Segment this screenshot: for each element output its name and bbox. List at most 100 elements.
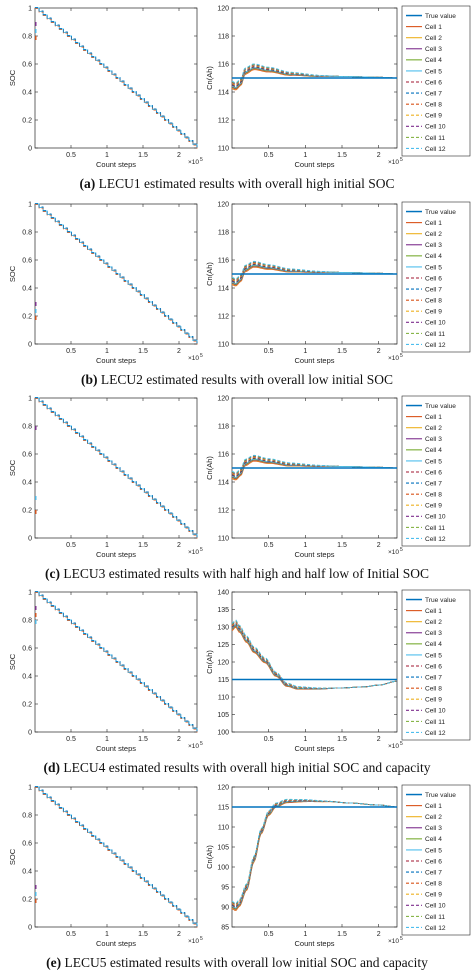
y-axis-label: SOC (8, 653, 17, 670)
y-tick-label: 114 (218, 286, 229, 293)
legend-entry-label: Cell 11 (425, 525, 445, 532)
x-exponent-power: 5 (200, 353, 203, 359)
legend-entry-label: Cell 6 (425, 858, 442, 865)
x-tick-label: 2 (377, 152, 381, 159)
legend-box (401, 395, 471, 547)
x-tick-label: 1 (303, 152, 307, 159)
caption-b: (b) LECU2 estimated results with overall… (0, 372, 474, 388)
x-axis-label: Count steps (294, 160, 334, 169)
y-tick-label: 100 (217, 865, 229, 872)
y-tick-label: 100 (217, 730, 229, 737)
y-tick-label: 116 (218, 258, 229, 265)
y-tick-label: 0.2 (22, 897, 32, 904)
legend-entry-label: Cell 6 (425, 275, 442, 282)
x-tick-label: 2 (177, 542, 181, 549)
legend-entry-label: Cell 9 (425, 697, 442, 704)
cell-11-line (231, 63, 398, 84)
legend-entry-label: Cell 10 (425, 514, 446, 521)
x-tick-label: 1.5 (337, 931, 347, 938)
legend-entry-label: Cell 1 (425, 803, 442, 810)
legend-entry-label: Cell 12 (425, 536, 446, 543)
legend-box (401, 589, 471, 741)
y-tick-label: 0.2 (22, 508, 32, 515)
y-tick-label: 135 (217, 607, 229, 614)
legend-entry-label: Cell 10 (425, 708, 446, 715)
y-tick-label: 0 (28, 342, 32, 349)
y-axis-label: SOC (8, 848, 17, 865)
legend-entry-label: Cell 11 (425, 719, 445, 726)
cell-5-line (231, 67, 398, 88)
soc-series-line (35, 786, 198, 927)
y-tick-label: 0.4 (22, 674, 32, 681)
legend-entry-label: Cell 2 (425, 35, 442, 42)
y-tick-label: 112 (218, 508, 229, 515)
y-tick-label: 125 (217, 642, 229, 649)
x-tick-label: 1.5 (138, 542, 148, 549)
y-tick-label: 0.6 (22, 841, 32, 848)
y-tick-label: 110 (218, 342, 229, 349)
legend-entry-label: Cell 9 (425, 113, 442, 120)
y-tick-label: 110 (218, 695, 229, 702)
y-tick-label: 0.4 (22, 286, 32, 293)
caption-text: LECU4 estimated results with overall hig… (60, 760, 431, 775)
x-tick-label: 1 (105, 931, 109, 938)
x-axis-label: Count steps (96, 550, 136, 559)
x-tick-label: 1.5 (138, 348, 148, 355)
y-tick-label: 1 (28, 590, 32, 597)
legend-entry-label: Cell 5 (425, 264, 442, 271)
legend-entry-label: Cell 8 (425, 492, 442, 499)
y-tick-label: 112 (218, 314, 229, 321)
legend-entry-label: Cell 4 (425, 641, 442, 648)
legend-entry-label: Cell 8 (425, 298, 442, 305)
y-tick-label: 95 (221, 885, 229, 892)
y-tick-label: 0.8 (22, 424, 32, 431)
y-tick-label: 0.6 (22, 646, 32, 653)
x-tick-label: 0.5 (264, 542, 274, 549)
legend-entry-label: Cell 7 (425, 286, 442, 293)
legend-entry-label: Cell 8 (425, 881, 442, 888)
soc-series-line (35, 203, 198, 344)
plot-area (231, 591, 398, 733)
legend-entry-label: Cell 9 (425, 892, 442, 899)
x-tick-label: 1 (303, 931, 307, 938)
y-tick-label: 116 (218, 452, 229, 459)
soc-series-line (35, 397, 198, 538)
y-tick-label: 105 (217, 712, 229, 719)
legend-entry-label: Cell 3 (425, 436, 442, 443)
legend-entry-label: Cell 3 (425, 46, 442, 53)
cell-10-line (231, 64, 398, 85)
y-tick-label: 0 (28, 925, 32, 932)
x-tick-label: 0.5 (66, 931, 76, 938)
y-tick-label: 120 (217, 6, 229, 13)
legend-entry-label: Cell 12 (425, 342, 446, 349)
x-exponent-power: 5 (400, 741, 403, 747)
x-tick-label: 1 (105, 736, 109, 743)
x-exponent-label: ×10 (388, 938, 399, 945)
x-exponent-label: ×10 (188, 159, 199, 166)
y-tick-label: 0.6 (22, 452, 32, 459)
y-tick-label: 118 (218, 230, 229, 237)
caption-c: (c) LECU3 estimated results with half hi… (0, 566, 474, 582)
x-tick-label: 0.5 (66, 348, 76, 355)
cell-12-line (231, 798, 398, 904)
legend-entry-label: Cell 7 (425, 869, 442, 876)
legend-box (401, 5, 471, 157)
x-exponent-label: ×10 (188, 355, 199, 362)
x-exponent-power: 5 (400, 157, 403, 163)
legend-entry-label: Cell 1 (425, 608, 442, 615)
legend-entry-label: Cell 3 (425, 825, 442, 832)
x-tick-label: 2 (177, 736, 181, 743)
x-tick-label: 1 (105, 348, 109, 355)
legend-entry-label: Cell 1 (425, 24, 442, 31)
x-tick-label: 2 (377, 348, 381, 355)
legend-entry-label: True value (425, 403, 456, 410)
y-tick-label: 1 (28, 396, 32, 403)
y-tick-label: 1 (28, 202, 32, 209)
x-exponent-label: ×10 (388, 549, 399, 556)
cell-12-line (231, 454, 398, 474)
legend-entry-label: Cell 11 (425, 914, 445, 921)
y-axis-label: SOC (8, 265, 17, 282)
